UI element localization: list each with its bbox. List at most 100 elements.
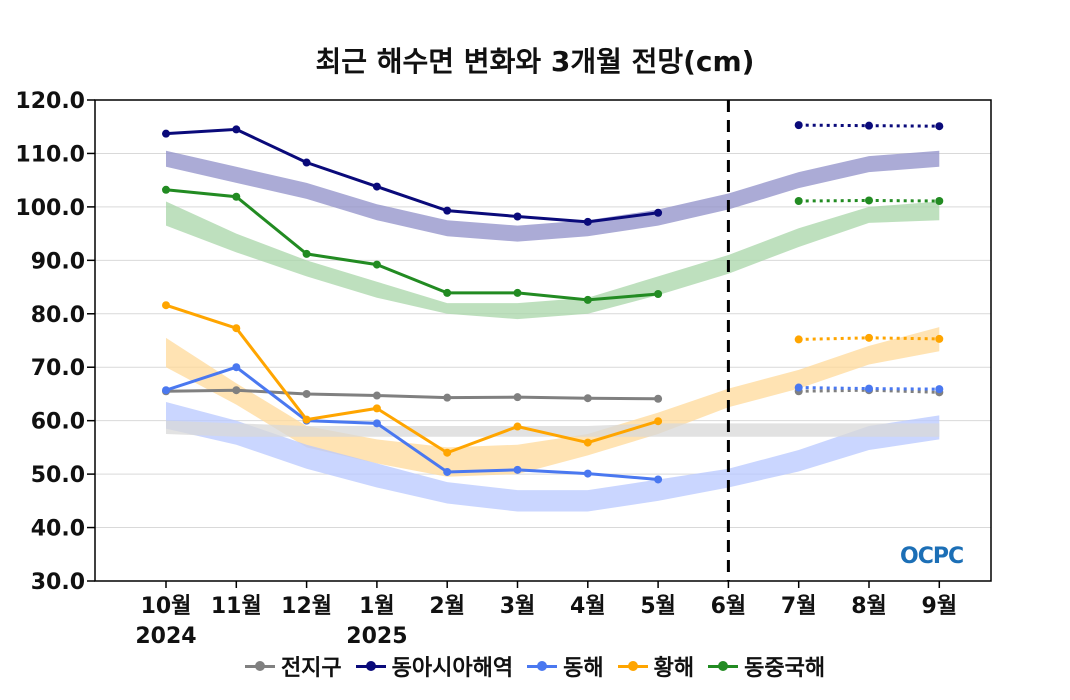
x-tick-label: 1월: [359, 594, 395, 619]
x-tick-label: 10월: [141, 594, 192, 619]
legend-swatch: [617, 661, 648, 671]
legend-swatch: [708, 661, 739, 671]
data-point-동해: [513, 465, 522, 474]
forecast-lines: [794, 121, 944, 397]
data-point-동해: [443, 467, 452, 476]
band-동아시아해역: [166, 150, 940, 242]
series-line-전지구: [165, 388, 659, 401]
data-point-동아시아해역: [372, 182, 381, 191]
data-point-동아시아해역: [162, 129, 170, 138]
x-tick-label: 9월: [922, 594, 958, 619]
band-전지구: [166, 420, 940, 437]
data-point-동아시아해역: [654, 208, 663, 217]
legend-swatch: [527, 661, 558, 671]
x-tick-label: 4월: [570, 594, 606, 619]
data-point-동중국해: [232, 192, 241, 201]
forecast-point-동중국해: [865, 196, 873, 205]
y-tick-label: 60.0: [31, 410, 85, 435]
x-tick-label: 7월: [781, 594, 817, 619]
data-point-동중국해: [443, 288, 452, 297]
y-tick-label: 110.0: [15, 142, 85, 167]
data-point-황해: [302, 415, 311, 424]
legend-swatch: [355, 661, 386, 671]
data-point-동중국해: [302, 249, 311, 258]
x-tick-label: 12월: [281, 594, 332, 619]
legend-label: 동중국해: [744, 656, 826, 681]
y-tick-label: 80.0: [31, 303, 85, 328]
x-tick-label: 8월: [851, 594, 887, 619]
x-tick-label: 6월: [711, 594, 747, 619]
gridlines: [95, 152, 991, 529]
forecast-point-동해: [794, 383, 803, 392]
data-point-동해: [583, 469, 592, 478]
legend-label: 전지구: [280, 656, 342, 681]
ocpc-logo: OCPC: [900, 544, 964, 569]
legend-label: 황해: [653, 656, 695, 681]
series-line-황해: [165, 303, 659, 455]
data-point-동중국해: [162, 185, 170, 194]
forecast-point-동해: [935, 385, 944, 394]
data-point-동아시아해역: [232, 125, 241, 134]
series-line-동중국해: [165, 188, 659, 302]
x-tick-label: 3월: [500, 594, 536, 619]
data-point-동해: [232, 363, 241, 372]
data-point-황해: [583, 438, 592, 447]
x-tick-label: 5월: [640, 594, 676, 619]
data-point-전지구: [232, 386, 241, 395]
data-point-황해: [162, 301, 170, 310]
legend-label: 동해: [563, 656, 604, 681]
data-point-동중국해: [372, 260, 381, 269]
data-point-전지구: [443, 393, 452, 402]
forecast-point-동중국해: [794, 197, 803, 206]
y-tick-label: 120.0: [15, 89, 85, 114]
forecast-point-동아시아해역: [935, 122, 944, 131]
data-point-동아시아해역: [513, 212, 522, 221]
forecast-point-동중국해: [935, 197, 944, 206]
x-year-label: 2025: [346, 624, 407, 649]
legend-entry: 동아시아해역: [355, 650, 514, 682]
x-tick-label: 2월: [429, 594, 465, 619]
legend-entry: 동해: [527, 650, 604, 682]
legend-label: 동아시아해역: [391, 656, 514, 681]
data-point-황해: [372, 404, 381, 413]
band-동해: [166, 401, 940, 512]
forecast-point-황해: [865, 333, 873, 342]
band-동중국해: [166, 201, 940, 320]
data-point-전지구: [372, 391, 381, 400]
tick-labels: 30.0 40.0 50.0 60.0 70.0 80.0 90.0 100.0 110.0 12…: [15, 89, 957, 649]
data-point-동중국해: [654, 290, 663, 299]
data-point-동해: [654, 475, 663, 484]
data-point-황해: [443, 448, 452, 457]
data-point-황해: [513, 422, 522, 431]
y-tick-label: 70.0: [31, 356, 85, 381]
data-point-황해: [232, 324, 241, 333]
series-line-동아시아해역: [165, 127, 659, 224]
data-point-동아시아해역: [302, 158, 311, 167]
forecast-point-황해: [935, 334, 944, 343]
data-point-동해: [162, 386, 170, 395]
chart-title: 최근 해수면 변화와 3개월 전망(cm): [315, 45, 755, 78]
uncertainty-bands: [166, 150, 940, 512]
x-tick-label: 11월: [211, 594, 262, 619]
y-tick-label: 30.0: [31, 570, 85, 595]
forecast-point-황해: [794, 335, 803, 344]
plot-frame: [94, 99, 992, 582]
forecast-point-동아시아해역: [794, 121, 803, 130]
forecast-point-동해: [865, 384, 873, 393]
series-lines: [162, 125, 663, 484]
x-year-label: 2024: [135, 624, 196, 649]
data-point-동아시아해역: [583, 217, 592, 226]
legend-entry: 황해: [617, 650, 695, 682]
data-point-황해: [654, 417, 663, 426]
y-tick-label: 100.0: [15, 196, 85, 221]
y-tick-label: 90.0: [31, 249, 85, 274]
forecast-point-동아시아해역: [865, 121, 873, 130]
band-황해: [166, 327, 940, 477]
data-point-전지구: [302, 389, 311, 398]
legend-swatch: [244, 661, 275, 671]
legend: 전지구 동아시아해역 동해 황해 동중국해: [0, 650, 1070, 682]
data-point-전지구: [583, 394, 592, 403]
data-point-동중국해: [513, 288, 522, 297]
data-point-동해: [372, 419, 381, 428]
